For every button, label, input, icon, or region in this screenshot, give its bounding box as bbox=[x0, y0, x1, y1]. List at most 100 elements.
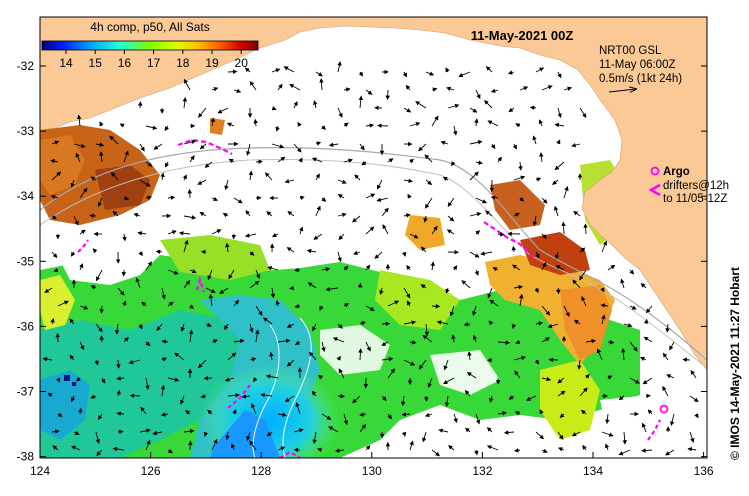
current-vector bbox=[70, 251, 76, 257]
current-vector bbox=[343, 122, 349, 128]
current-vector bbox=[309, 351, 317, 361]
current-vector bbox=[76, 114, 82, 127]
current-vector bbox=[51, 215, 57, 220]
current-vector bbox=[352, 215, 361, 223]
current-vector bbox=[139, 179, 151, 187]
current-vector bbox=[271, 68, 281, 73]
current-vector bbox=[475, 413, 481, 425]
current-vector bbox=[277, 446, 286, 451]
current-vector bbox=[387, 368, 396, 379]
current-vector bbox=[447, 103, 460, 109]
current-vector bbox=[573, 319, 581, 325]
current-vector bbox=[164, 161, 170, 168]
current-vector bbox=[465, 427, 471, 433]
current-vector bbox=[47, 392, 53, 398]
current-vector bbox=[260, 392, 273, 398]
current-vector bbox=[474, 118, 479, 127]
current-vector bbox=[343, 87, 351, 92]
colorbar-tick-label: 17 bbox=[147, 56, 161, 70]
current-vector bbox=[365, 226, 375, 235]
current-vector bbox=[271, 232, 279, 237]
current-vector bbox=[180, 395, 185, 405]
current-vector bbox=[358, 348, 363, 361]
current-vector bbox=[359, 321, 366, 326]
current-vector bbox=[294, 303, 301, 309]
current-vector bbox=[402, 71, 407, 78]
current-vector bbox=[289, 285, 295, 291]
current-vector bbox=[99, 335, 105, 343]
current-vector bbox=[160, 172, 165, 181]
sst-small-warm bbox=[210, 118, 225, 135]
current-vector bbox=[233, 299, 240, 307]
current-vector bbox=[224, 179, 229, 191]
current-vector bbox=[445, 287, 450, 294]
current-vector bbox=[55, 332, 60, 343]
argo-legend-label: Argo bbox=[663, 166, 690, 178]
current-vector bbox=[232, 409, 237, 415]
y-tick-label: -37 bbox=[17, 385, 35, 399]
current-vector bbox=[425, 197, 433, 209]
current-vector bbox=[480, 251, 493, 256]
current-vector bbox=[99, 151, 104, 163]
current-vector bbox=[197, 179, 207, 185]
current-vector bbox=[381, 356, 394, 362]
current-vector bbox=[145, 439, 151, 451]
current-vector bbox=[488, 320, 494, 326]
current-vector bbox=[123, 150, 129, 163]
current-vector bbox=[430, 261, 435, 271]
current-vector bbox=[253, 118, 258, 127]
current-vector bbox=[443, 377, 455, 385]
current-vector bbox=[140, 406, 147, 415]
current-vector bbox=[167, 301, 174, 307]
current-vector bbox=[178, 231, 191, 236]
current-vector bbox=[123, 336, 129, 343]
current-vector bbox=[444, 395, 450, 407]
current-vector bbox=[343, 303, 350, 308]
current-vector bbox=[497, 411, 507, 416]
current-vector bbox=[337, 393, 345, 399]
y-tick-label: -33 bbox=[17, 124, 35, 138]
current-vector bbox=[579, 269, 587, 281]
current-vector bbox=[425, 71, 435, 76]
current-vector bbox=[249, 323, 254, 333]
current-vector bbox=[486, 445, 499, 451]
current-vector bbox=[487, 120, 499, 127]
current-vector bbox=[406, 264, 411, 271]
plot-area bbox=[40, 17, 707, 458]
current-vector bbox=[485, 66, 493, 73]
current-vector bbox=[607, 264, 616, 271]
current-vector bbox=[266, 211, 273, 217]
current-vector bbox=[514, 370, 521, 379]
current-vector bbox=[183, 78, 191, 91]
current-vector bbox=[532, 215, 538, 227]
current-vector bbox=[641, 422, 647, 433]
current-vector bbox=[51, 171, 62, 181]
current-vector bbox=[601, 314, 606, 325]
current-vector bbox=[271, 143, 285, 149]
current-vector bbox=[182, 174, 187, 181]
current-vector bbox=[492, 267, 499, 272]
current-vector bbox=[42, 356, 53, 362]
current-vector bbox=[555, 265, 565, 271]
current-vector bbox=[277, 412, 287, 417]
current-vector bbox=[51, 429, 60, 434]
current-vector bbox=[511, 245, 516, 253]
current-vector bbox=[486, 427, 493, 433]
current-vector bbox=[275, 300, 280, 307]
current-vector bbox=[52, 445, 59, 451]
current-vector bbox=[387, 158, 394, 163]
current-vector bbox=[475, 160, 483, 165]
current-vector bbox=[205, 287, 216, 294]
current-vector bbox=[448, 445, 455, 451]
current-vector bbox=[382, 224, 389, 235]
current-vector bbox=[92, 248, 98, 254]
current-vector bbox=[90, 285, 97, 290]
current-vector bbox=[116, 376, 125, 381]
current-vector bbox=[97, 413, 103, 420]
current-vector bbox=[114, 323, 120, 335]
current-vector bbox=[316, 447, 323, 453]
current-vector bbox=[222, 213, 229, 218]
current-vector bbox=[211, 196, 219, 201]
current-vector bbox=[95, 269, 103, 282]
current-vector bbox=[321, 413, 332, 420]
